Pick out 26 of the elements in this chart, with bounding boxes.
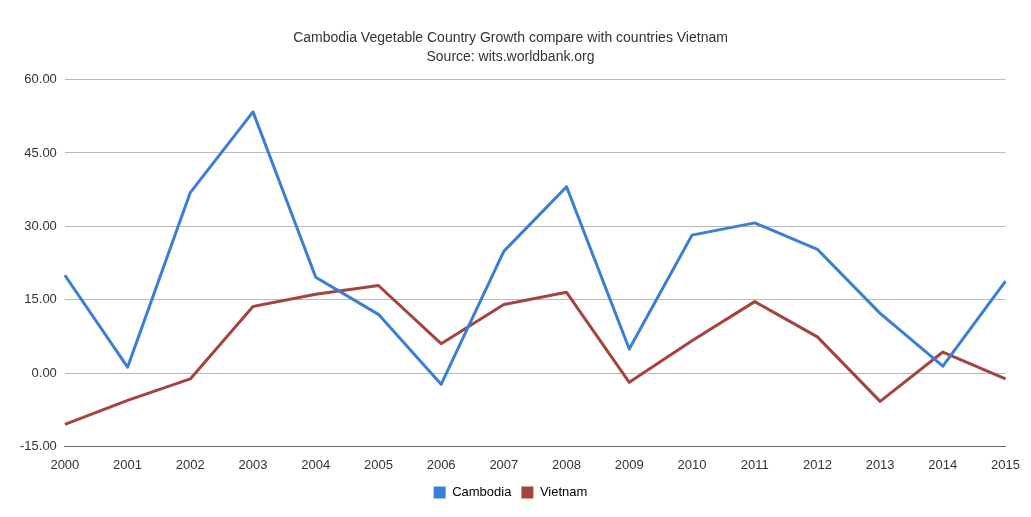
chart-subtitle: Source: wits.worldbank.org bbox=[426, 48, 595, 65]
y-tick-label: 0.00 bbox=[31, 364, 57, 380]
x-tick-label: 2015 bbox=[991, 456, 1020, 472]
x-tick-label: 2014 bbox=[928, 456, 958, 472]
y-tick-label: 30.00 bbox=[24, 217, 57, 233]
x-tick-label: 2011 bbox=[740, 456, 769, 472]
x-tick-label: 2003 bbox=[238, 456, 268, 472]
x-tick-label: 2002 bbox=[175, 456, 205, 472]
x-tick-label: 2012 bbox=[802, 456, 832, 472]
y-tick-label: 60.00 bbox=[24, 71, 57, 87]
chart-title: Cambodia Vegetable Country Growth compare with countries Vietnam bbox=[293, 29, 728, 46]
y-tick-label: 15.00 bbox=[24, 291, 57, 307]
y-tick-label: -15.00 bbox=[19, 437, 57, 453]
x-tick-label: 2013 bbox=[865, 456, 895, 472]
x-tick-label: 2005 bbox=[363, 456, 393, 472]
x-tick-label: 2007 bbox=[489, 456, 519, 472]
x-tick-label: 2009 bbox=[614, 456, 644, 472]
legend-label: Vietnam bbox=[539, 484, 588, 500]
x-tick-label: 2006 bbox=[426, 456, 456, 472]
legend-label: Cambodia bbox=[452, 484, 513, 500]
y-tick-label: 45.00 bbox=[24, 144, 57, 160]
x-tick-label: 2004 bbox=[301, 456, 331, 472]
x-tick-label: 2008 bbox=[552, 456, 582, 472]
x-tick-label: 2001 bbox=[113, 456, 143, 472]
x-tick-label: 2010 bbox=[677, 456, 707, 472]
x-tick-label: 2000 bbox=[50, 456, 80, 472]
